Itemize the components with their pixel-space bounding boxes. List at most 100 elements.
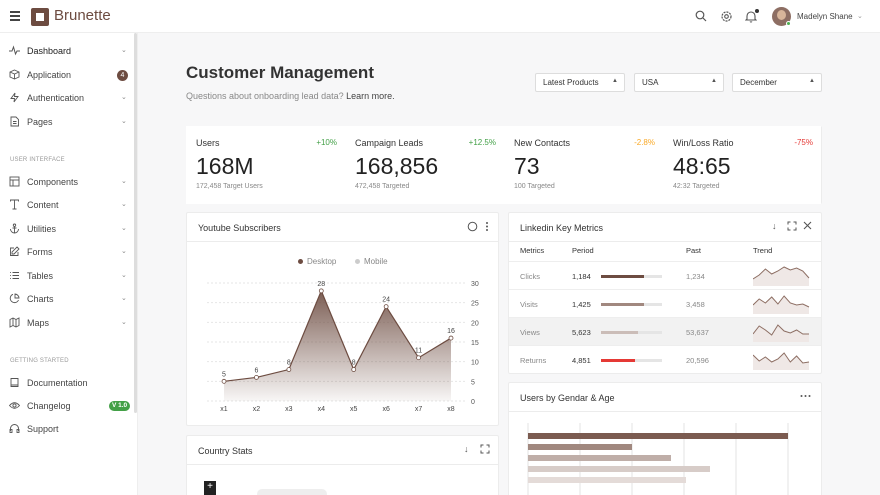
product-filter-select[interactable]: Latest Products ▲: [535, 73, 625, 92]
sidebar-item-support[interactable]: Support: [0, 419, 134, 439]
more-horizontal-icon[interactable]: [800, 390, 811, 401]
fullscreen-icon[interactable]: [480, 444, 490, 457]
sidebar-item-label: Tables: [27, 271, 54, 281]
x-tick-label: x5: [350, 406, 358, 413]
sparkline-area: [753, 267, 809, 286]
stat-label: Users: [196, 138, 220, 148]
top-bar: Brunette Madelyn Shane ⌄: [0, 0, 880, 33]
book-icon: [9, 377, 20, 388]
progress-track: [601, 275, 662, 278]
sidebar-item-label: Components: [27, 177, 79, 187]
sidebar-scrollbar[interactable]: [134, 33, 137, 413]
menu-icon[interactable]: [10, 11, 20, 21]
trend-sparkline: [753, 324, 809, 342]
sidebar-item-label: Authentication: [27, 93, 85, 103]
fullscreen-icon[interactable]: [787, 221, 797, 234]
sidebar-item-label: Forms: [27, 247, 53, 257]
chevron-down-icon: ⌄: [121, 47, 127, 54]
y-tick-label: 20: [471, 320, 479, 327]
sidebar-item-application[interactable]: Application 4: [0, 65, 134, 85]
type-icon: [9, 199, 20, 210]
user-name[interactable]: Madelyn Shane: [797, 12, 853, 21]
brand-logo-icon[interactable]: [31, 8, 49, 26]
divider: [187, 241, 498, 242]
data-point: [254, 375, 259, 380]
sidebar-section-heading: GETTING STARTED: [10, 358, 69, 364]
past-value: 1,234: [686, 272, 705, 281]
stat-value: 168M: [196, 153, 254, 179]
y-tick-label: 30: [471, 281, 479, 288]
x-tick-label: x8: [447, 406, 455, 413]
sidebar-item-charts[interactable]: Charts ⌄: [0, 289, 134, 309]
stat-change: -2.8%: [634, 138, 655, 147]
table-row[interactable]: Clicks 1,184 1,234: [509, 261, 821, 289]
brand-name[interactable]: Brunette: [54, 7, 111, 24]
close-icon[interactable]: [803, 221, 812, 233]
series-line: [223, 289, 452, 382]
data-label: 8: [352, 360, 356, 367]
sidebar-item-changelog[interactable]: Changelog V 1.0: [0, 396, 134, 416]
edit-icon: [9, 246, 20, 257]
progress-bar: [601, 275, 644, 278]
zap-icon: [9, 92, 20, 103]
arrow-down-icon[interactable]: ↓: [772, 221, 777, 231]
stat-change: +12.5%: [468, 138, 496, 147]
x-tick-label: x6: [382, 406, 390, 413]
card-title: Users by Gendar & Age: [520, 393, 615, 403]
table-row[interactable]: Returns 4,851 20,596: [509, 345, 821, 373]
stat-label: Campaign Leads: [355, 138, 424, 148]
legend-label: Desktop: [307, 257, 337, 266]
sidebar-item-label: Maps: [27, 318, 50, 328]
notification-bell-icon[interactable]: [744, 9, 759, 24]
metric-name: Visits: [520, 300, 538, 309]
map-zoom-in-button[interactable]: +: [204, 481, 216, 495]
data-label: 8: [287, 360, 291, 367]
data-label: 5: [222, 371, 226, 378]
bar: [528, 466, 710, 472]
chevron-down-icon[interactable]: ⌄: [857, 13, 863, 20]
sparkline-line: [753, 352, 810, 364]
progress-track: [601, 331, 662, 334]
progress-track: [601, 359, 662, 362]
data-point: [221, 378, 227, 384]
sidebar-item-components[interactable]: Components ⌄: [0, 172, 134, 192]
progress-bar: [601, 331, 638, 334]
more-vertical-icon[interactable]: [485, 221, 489, 235]
chevron-down-icon: ⌄: [121, 201, 127, 208]
sidebar-item-tables[interactable]: Tables ⌄: [0, 266, 134, 286]
chevron-down-icon: ⌄: [121, 272, 127, 279]
stat-target: 42:32 Targeted: [673, 183, 720, 190]
arrow-down-icon[interactable]: ↓: [464, 444, 469, 454]
gender-age-bar-chart: [527, 423, 789, 495]
trend-sparkline: [753, 295, 810, 314]
sidebar-item-documentation[interactable]: Documentation: [0, 373, 134, 393]
stat-change: -75%: [794, 138, 813, 147]
country-filter-select[interactable]: USA ▲: [634, 73, 724, 92]
y-tick-label: 5: [471, 379, 475, 386]
sidebar-item-label: Pages: [27, 117, 53, 127]
chevron-down-icon: ⌄: [121, 225, 127, 232]
settings-gear-icon[interactable]: [719, 10, 733, 24]
y-tick-label: 10: [471, 360, 479, 367]
legend-swatch: [355, 259, 360, 264]
stat-target: 472,458 Targeted: [355, 183, 410, 190]
search-icon[interactable]: [694, 10, 708, 24]
sidebar-item-authentication[interactable]: Authentication ⌄: [0, 88, 134, 108]
sparkline-line: [753, 295, 810, 308]
sidebar-item-content[interactable]: Content ⌄: [0, 195, 134, 215]
sidebar-item-dashboard[interactable]: Dashboard ⌄: [0, 41, 134, 61]
learn-more-link[interactable]: Learn more.: [346, 91, 395, 101]
data-point: [286, 367, 292, 372]
column-header: Metrics: [520, 246, 545, 255]
sidebar-item-pages[interactable]: Pages ⌄: [0, 112, 134, 132]
trend-sparkline: [753, 352, 810, 370]
sidebar-item-utilities[interactable]: Utilities ⌄: [0, 219, 134, 239]
stat-value: 48:65: [673, 153, 731, 179]
sidebar-item-forms[interactable]: Forms ⌄: [0, 242, 134, 262]
month-filter-select[interactable]: December ▲: [732, 73, 822, 92]
sidebar-item-maps[interactable]: Maps ⌄: [0, 313, 134, 333]
table-row[interactable]: Visits 1,425 3,458: [509, 289, 821, 317]
table-row[interactable]: Views 5,623 53,637: [509, 317, 821, 345]
stat-campaign-leads: Campaign Leads +12.5% 168,856 472,458 Ta…: [345, 126, 504, 204]
refresh-circle-icon[interactable]: [467, 221, 478, 235]
